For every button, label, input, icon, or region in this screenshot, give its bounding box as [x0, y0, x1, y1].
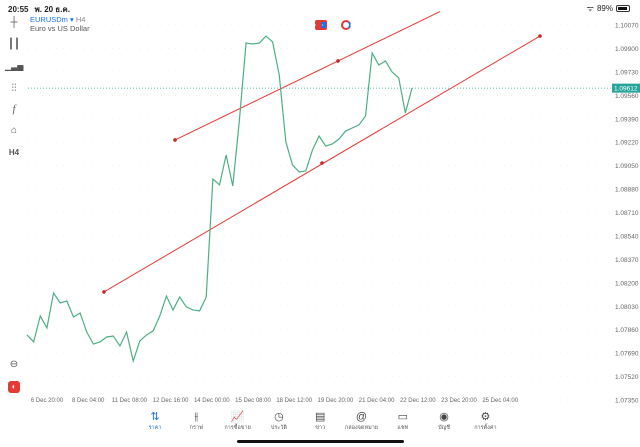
one-click-trading-icon[interactable] — [315, 20, 327, 30]
y-tick-label: 1.09900 — [615, 46, 639, 53]
upper-trend-line — [174, 11, 441, 141]
wifi-icon: ︎ᯤ — [586, 4, 594, 13]
nav-chart[interactable]: ⫲ กราฟ — [174, 410, 218, 432]
chart-type-icon[interactable]: ▁▃▅ — [5, 62, 24, 71]
timeframe-button[interactable]: H4 — [8, 148, 20, 157]
candlestick-icon[interactable]: ┃┃ — [7, 39, 21, 50]
x-tick-label: 21 Dec 04:00 — [359, 398, 395, 404]
y-tick-label: 1.07520 — [615, 374, 639, 381]
trend-anchor-point — [538, 34, 542, 38]
y-tick-label: 1.08030 — [615, 304, 639, 311]
account-icon: ◉ — [439, 411, 449, 423]
y-tick-label: 1.09220 — [615, 140, 639, 147]
trend-anchor-point — [102, 290, 106, 294]
symbol-header[interactable]: EURUSDm ▾ H4 Euro vs US Dollar — [30, 15, 90, 33]
battery-icon — [616, 5, 630, 12]
y-tick-label: 1.08880 — [615, 187, 639, 194]
x-tick-label: 12 Dec 16:00 — [153, 398, 189, 404]
news-icon: ▤ — [314, 411, 326, 423]
nav-quotes[interactable]: ⇅ ราคา — [133, 410, 177, 432]
nav-label: ข่าว — [315, 425, 326, 431]
left-toolbar: ┼ ┃┃ ▁▃▅ ⫶⫶ f ⌂ H4 ⊖ ◐ — [0, 14, 28, 406]
nav-news[interactable]: ▤ ข่าว — [298, 410, 342, 432]
quotes-icon: ⇅ — [150, 411, 160, 423]
function-icon[interactable]: f — [12, 104, 16, 115]
battery-percent: 89% — [596, 4, 613, 13]
nav-account[interactable]: ◉ บัญชี — [422, 410, 466, 432]
y-tick-label: 1.08710 — [615, 210, 639, 217]
trend-anchor-point — [336, 59, 340, 63]
x-tick-label: 22 Dec 12:00 — [400, 398, 436, 404]
chat-icon: ▭ — [397, 411, 408, 423]
bottom-nav: ⇅ ราคา ⫲ กราฟ 📈 การซื้อขาย ◷ ประวัติ ▤ ข่าว @ กล่อง… — [0, 408, 640, 447]
status-time: 20:55 — [8, 5, 29, 14]
trend-anchor-point — [320, 161, 324, 165]
x-tick-label: 18 Dec 12:00 — [276, 398, 312, 404]
nav-trade[interactable]: 📈 การซื้อขาย — [216, 410, 260, 432]
x-tick-label: 19 Dec 20:00 — [318, 398, 354, 404]
y-tick-label: 1.10070 — [615, 23, 639, 30]
objects-icon[interactable]: ⌂ — [10, 125, 18, 136]
nav-label: บัญชี — [438, 425, 451, 431]
crosshair-icon[interactable]: ┼ — [10, 17, 18, 28]
nav-label: การตั้งค่า — [474, 425, 497, 431]
status-date: พ. 20 ธ.ค. — [34, 5, 70, 14]
symbol-timeframe: H4 — [75, 15, 86, 24]
home-indicator — [237, 440, 404, 443]
trade-icon: 📈 — [230, 411, 245, 423]
nav-label: แชท — [397, 425, 409, 431]
y-tick-label: 1.08370 — [615, 257, 639, 264]
nav-mailbox[interactable]: @ กล่องจดหมาย — [340, 410, 384, 432]
current-price-badge — [612, 83, 640, 93]
price-chart[interactable]: 1.10070 1.09900 1.09730 1.09560 1.09390 1.092… — [0, 0, 640, 408]
y-tick-label: 1.09560 — [615, 93, 639, 100]
nav-history[interactable]: ◷ ประวัติ — [257, 410, 301, 432]
x-tick-label: 15 Dec 08:00 — [235, 398, 271, 404]
nav-label: กราฟ — [189, 425, 203, 431]
symbol-name[interactable]: EURUSDm — [30, 15, 68, 24]
trend-anchor-point — [173, 138, 177, 142]
x-tick-label: 25 Dec 04:00 — [482, 398, 518, 404]
nav-label: ประวัติ — [270, 425, 287, 431]
symbol-description: Euro vs US Dollar — [30, 24, 90, 33]
settings-icon: ⚙ — [480, 411, 491, 423]
nav-label: กล่องจดหมาย — [344, 425, 379, 431]
y-tick-label: 1.09390 — [615, 116, 639, 123]
price-line — [26, 35, 413, 364]
y-tick-label: 1.07860 — [615, 327, 639, 334]
nav-settings[interactable]: ⚙ การตั้งค่า — [463, 410, 507, 432]
y-tick-label: 1.07690 — [615, 351, 639, 358]
x-tick-label: 8 Dec 04:00 — [72, 398, 105, 404]
y-tick-label: 1.07350 — [615, 398, 639, 405]
app-logo-icon[interactable]: ◐ — [8, 381, 20, 393]
nav-label: ราคา — [148, 425, 162, 431]
y-tick-label: 1.09050 — [615, 163, 639, 170]
indicators-icon[interactable]: ⫶⫶ — [11, 83, 17, 94]
zoom-icon[interactable]: ⊖ — [9, 359, 19, 370]
current-price-label: 1.09612 — [614, 86, 638, 93]
history-icon: ◷ — [274, 411, 284, 423]
x-tick-label: 14 Dec 00:00 — [194, 398, 230, 404]
y-tick-label: 1.09730 — [615, 69, 639, 76]
x-tick-label: 23 Dec 20:00 — [441, 398, 477, 404]
y-tick-label: 1.08200 — [615, 280, 639, 287]
x-tick-label: 6 Dec 20:00 — [31, 398, 64, 404]
y-tick-label: 1.08540 — [615, 233, 639, 240]
x-tick-label: 11 Dec 08:00 — [112, 398, 148, 404]
nav-chat[interactable]: ▭ แชท — [381, 410, 425, 432]
mailbox-icon: @ — [355, 411, 368, 423]
nav-label: การซื้อขาย — [224, 425, 251, 431]
chart-icon: ⫲ — [194, 411, 199, 423]
